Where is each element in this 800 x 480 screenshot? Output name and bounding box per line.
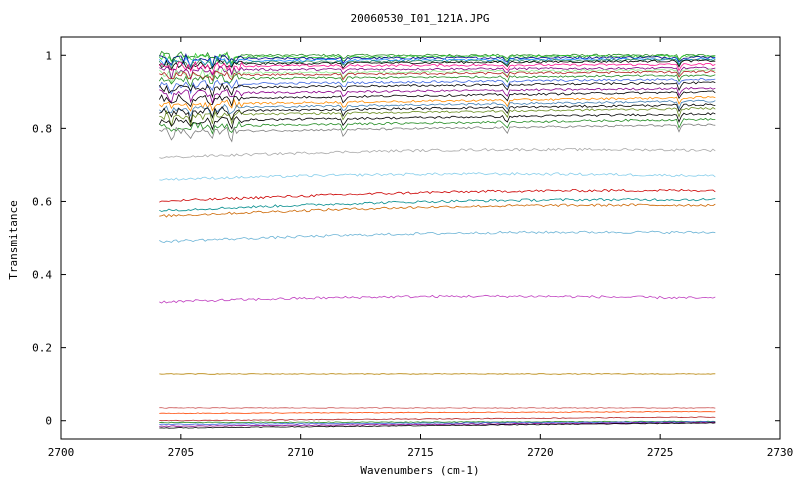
- series-line-3: [159, 53, 716, 69]
- x-axis-label: Wavenumbers (cm-1): [360, 464, 479, 477]
- x-tick-label: 2715: [407, 446, 434, 459]
- x-tick-label: 2700: [48, 446, 75, 459]
- x-tick-label: 2725: [647, 446, 674, 459]
- series-line-37: [159, 422, 716, 429]
- series-line-11: [158, 73, 716, 88]
- series-line-8: [159, 65, 716, 81]
- y-tick-label: 0.6: [32, 195, 52, 208]
- series-line-18: [159, 103, 716, 123]
- y-tick-label: 1: [45, 49, 52, 62]
- series-line-2: [159, 52, 716, 67]
- series-line-17: [159, 99, 716, 118]
- series-line-33: [159, 416, 716, 422]
- series-line-29: [159, 294, 716, 304]
- series-line-31: [159, 407, 716, 409]
- series-line-36: [159, 421, 716, 427]
- x-tick-label: 2710: [287, 446, 314, 459]
- series-line-20: [158, 112, 716, 131]
- plot-series-group: [158, 50, 716, 429]
- series-line-13: [158, 81, 716, 99]
- series-line-35: [159, 421, 716, 426]
- series-line-12: [158, 77, 716, 95]
- series-line-21: [159, 117, 716, 135]
- y-tick-label: 0.8: [32, 122, 52, 135]
- y-axis: 0 0.2 0.4 0.6 0.8 1: [32, 49, 780, 428]
- chart-title: 20060530_I01_121A.JPG: [350, 12, 489, 25]
- series-line-24: [159, 172, 716, 181]
- x-tick-label: 2720: [527, 446, 554, 459]
- y-tick-label: 0.4: [32, 269, 52, 282]
- y-tick-label: 0.2: [32, 342, 52, 355]
- series-line-15: [158, 90, 716, 108]
- series-line-22: [159, 123, 716, 143]
- x-tick-label: 2730: [767, 446, 794, 459]
- series-line-9: [159, 68, 716, 85]
- series-line-19: [159, 107, 716, 128]
- series-line-16: [159, 95, 716, 112]
- x-axis: 2700 2705 2710 2715 2720 2725 2730: [48, 37, 794, 459]
- series-line-14: [159, 86, 716, 105]
- series-line-30: [159, 373, 716, 375]
- y-axis-label: Transmitance: [7, 200, 20, 279]
- series-line-7: [159, 61, 716, 77]
- series-line-1: [158, 50, 716, 64]
- series-line-10: [159, 70, 716, 82]
- y-tick-label: 0: [45, 415, 52, 428]
- series-line-27: [159, 203, 716, 218]
- series-line-23: [159, 147, 716, 159]
- series-line-28: [159, 230, 716, 244]
- x-tick-label: 2705: [168, 446, 195, 459]
- series-line-26: [159, 197, 716, 212]
- series-line-32: [159, 410, 716, 415]
- series-line-25: [159, 188, 716, 203]
- series-line-6: [158, 59, 716, 71]
